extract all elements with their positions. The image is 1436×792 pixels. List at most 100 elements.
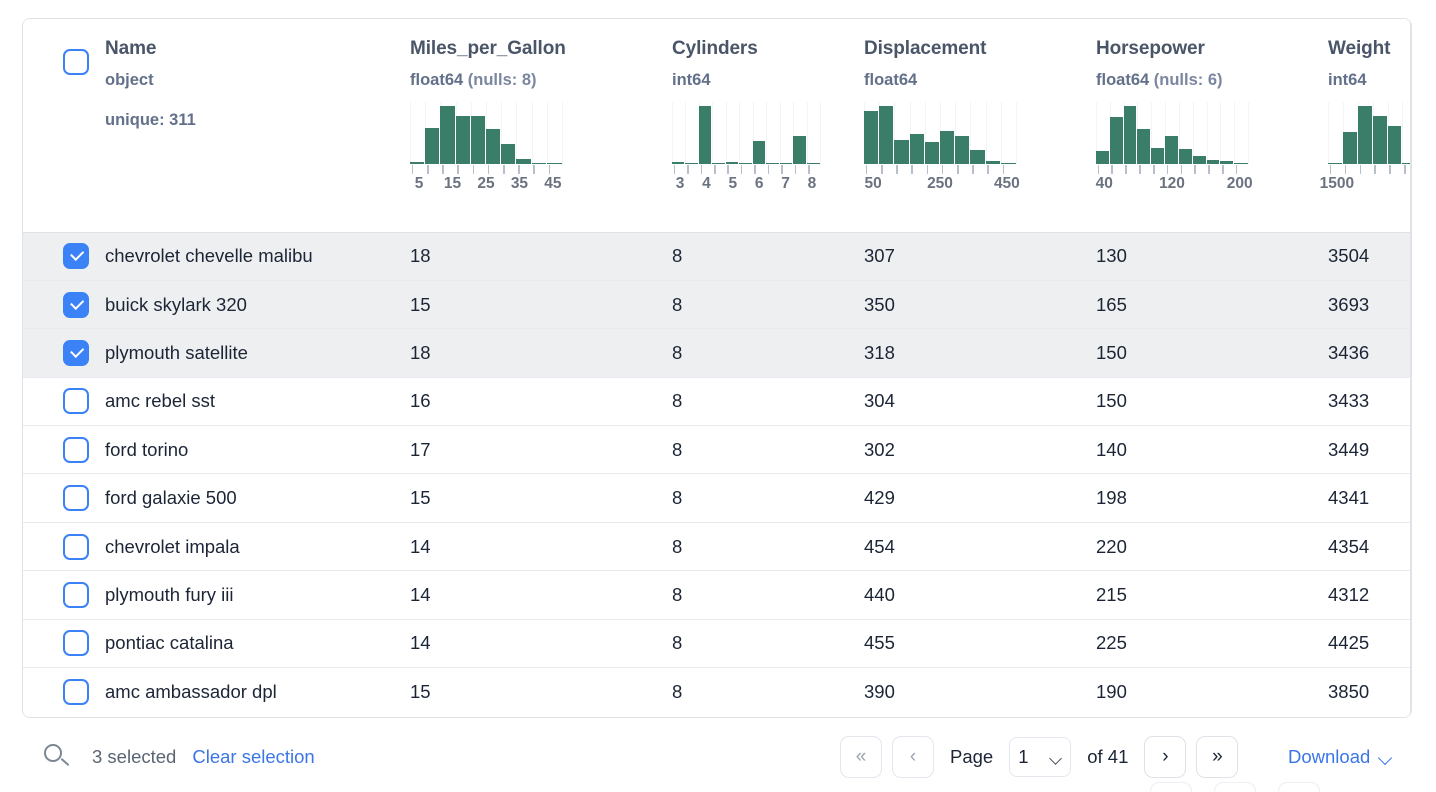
column-histogram-displacement: 50 250 450 <box>864 102 1020 195</box>
histogram-bar <box>970 150 986 164</box>
data-grid-scroll-region[interactable]: Name object unique: 311 Miles_per_Gallon… <box>23 19 1411 717</box>
select-all-checkbox[interactable] <box>63 49 89 75</box>
row-select-cell <box>23 377 105 427</box>
clear-selection-link[interactable]: Clear selection <box>192 746 315 767</box>
cell-mpg-value: 18 <box>410 232 672 281</box>
histogram-tick-label: 5 <box>728 175 738 192</box>
cell-mpg-value: 14 <box>410 619 672 669</box>
histogram-bars <box>1096 102 1249 164</box>
row-select-checkbox[interactable] <box>63 388 89 415</box>
row-select-cell <box>23 328 105 378</box>
histogram-bar <box>1387 126 1403 164</box>
table-row[interactable]: amc rebel sst 16 8 304 150 3433 <box>23 377 1411 427</box>
cell-name-value: chevrolet chevelle malibu <box>105 232 410 281</box>
footer-selection-group: 3 selected Clear selection <box>22 740 315 774</box>
next-page-button[interactable]: › <box>1144 736 1187 778</box>
column-header-horsepower[interactable]: Horsepower float64 (nulls: 6) 40 120 200 <box>1096 19 1328 233</box>
cell-displacement-value: 429 <box>864 473 1096 523</box>
row-select-cell <box>23 619 105 669</box>
cell-horsepower-value: 130 <box>1096 232 1328 281</box>
column-header-displacement[interactable]: Displacement float64 50 250 450 <box>864 19 1096 233</box>
download-menu-button[interactable]: Download <box>1288 726 1392 788</box>
column-title: Weight <box>1328 38 1391 59</box>
cell-mpg-value: 15 <box>410 667 672 716</box>
histogram-bar <box>440 106 456 164</box>
table-row[interactable]: ford torino 17 8 302 140 3449 <box>23 425 1411 475</box>
table-row[interactable]: chevrolet chevelle malibu 18 8 307 130 3504 <box>23 232 1411 281</box>
cell-name-value: plymouth satellite <box>105 328 410 378</box>
histogram-tick-label: 15 <box>443 175 462 192</box>
table-row[interactable]: plymouth satellite 18 8 318 150 3436 <box>23 328 1411 378</box>
first-page-button[interactable]: « <box>840 736 882 778</box>
clipped-widget <box>1214 782 1256 792</box>
histogram-bar <box>425 127 441 164</box>
row-select-checkbox[interactable] <box>63 291 89 318</box>
column-title: Horsepower <box>1096 38 1205 59</box>
prev-page-button[interactable]: ‹ <box>892 736 934 778</box>
histogram-bar <box>531 163 547 164</box>
histogram-bar <box>485 129 502 164</box>
table-row[interactable]: buick skylark 320 15 8 350 165 3693 <box>23 280 1411 330</box>
cell-cylinders-value: 8 <box>672 232 864 281</box>
search-icon[interactable] <box>40 740 74 774</box>
histogram-bar <box>939 131 956 164</box>
histogram-tick-labels: 5 15 25 35 45 <box>410 175 562 195</box>
histogram-bar <box>685 163 699 164</box>
cell-weight-value: 4354 <box>1328 522 1411 572</box>
histogram-bar <box>501 144 517 164</box>
row-select-checkbox[interactable] <box>63 678 89 705</box>
column-header-miles-per-gallon[interactable]: Miles_per_Gallon float64 (nulls: 8) 5 15 2… <box>410 19 672 233</box>
table-row[interactable]: amc ambassador dpl 15 8 390 190 3850 <box>23 667 1411 716</box>
row-select-checkbox[interactable] <box>63 436 89 463</box>
column-dtype: object <box>105 71 154 89</box>
histogram-bar <box>1234 163 1248 164</box>
row-select-checkbox[interactable] <box>63 630 89 657</box>
histogram-bar <box>752 140 767 164</box>
row-select-cell <box>23 667 105 716</box>
histogram-axis <box>1096 165 1248 174</box>
histogram-bar <box>909 134 925 164</box>
table-row[interactable]: ford galaxie 500 15 8 429 198 4341 <box>23 473 1411 523</box>
page-word-label: Page <box>950 746 994 767</box>
histogram-axis <box>1328 165 1411 174</box>
cell-displacement-value: 454 <box>864 522 1096 572</box>
histogram-bar <box>1402 163 1411 164</box>
row-select-checkbox[interactable] <box>63 533 89 560</box>
dtype-text: float64 <box>1096 71 1150 89</box>
cell-name-value: pontiac catalina <box>105 619 410 669</box>
histogram-bar <box>1178 149 1193 164</box>
column-dtype: float64 <box>864 71 918 89</box>
last-page-button[interactable]: » <box>1196 736 1239 778</box>
row-select-cell <box>23 522 105 572</box>
page-number-select[interactable]: 1 <box>1009 737 1072 777</box>
row-select-checkbox[interactable] <box>63 581 89 608</box>
histogram-tick-label: 4 <box>702 175 711 192</box>
histogram-tick-label: 7 <box>781 175 790 192</box>
histogram-bar <box>955 135 971 164</box>
cell-mpg-value: 14 <box>410 570 672 620</box>
row-select-checkbox[interactable] <box>63 339 89 366</box>
clipped-widgets-row <box>1150 782 1320 792</box>
cell-mpg-value: 14 <box>410 522 672 572</box>
table-row[interactable]: chevrolet impala 14 8 454 220 4354 <box>23 522 1411 572</box>
table-footer: 3 selected Clear selection « ‹ Page 1 of… <box>22 726 1412 788</box>
row-select-checkbox[interactable] <box>63 243 89 270</box>
table-row[interactable]: plymouth fury iii 14 8 440 215 4312 <box>23 570 1411 620</box>
cell-displacement-value: 455 <box>864 619 1096 669</box>
column-dtype: float64 (nulls: 6) <box>1096 70 1328 90</box>
histogram-bars <box>410 102 563 164</box>
cell-horsepower-value: 220 <box>1096 522 1328 572</box>
histogram-bar <box>1109 116 1124 164</box>
cell-displacement-value: 302 <box>864 425 1096 475</box>
table-row[interactable]: pontiac catalina 14 8 455 225 4425 <box>23 619 1411 669</box>
row-select-checkbox[interactable] <box>63 485 89 512</box>
cell-weight-value: 3433 <box>1328 377 1411 427</box>
histogram-tick-labels: 40 120 200 <box>1096 175 1253 195</box>
cell-displacement-value: 307 <box>864 232 1096 281</box>
cell-weight-value: 4341 <box>1328 473 1411 523</box>
column-header-name[interactable]: Name object unique: 311 <box>105 19 410 233</box>
pagination-controls: « ‹ Page 1 of 41 › » <box>840 726 1239 788</box>
column-header-weight[interactable]: Weight int64 150035 <box>1320 19 1411 233</box>
